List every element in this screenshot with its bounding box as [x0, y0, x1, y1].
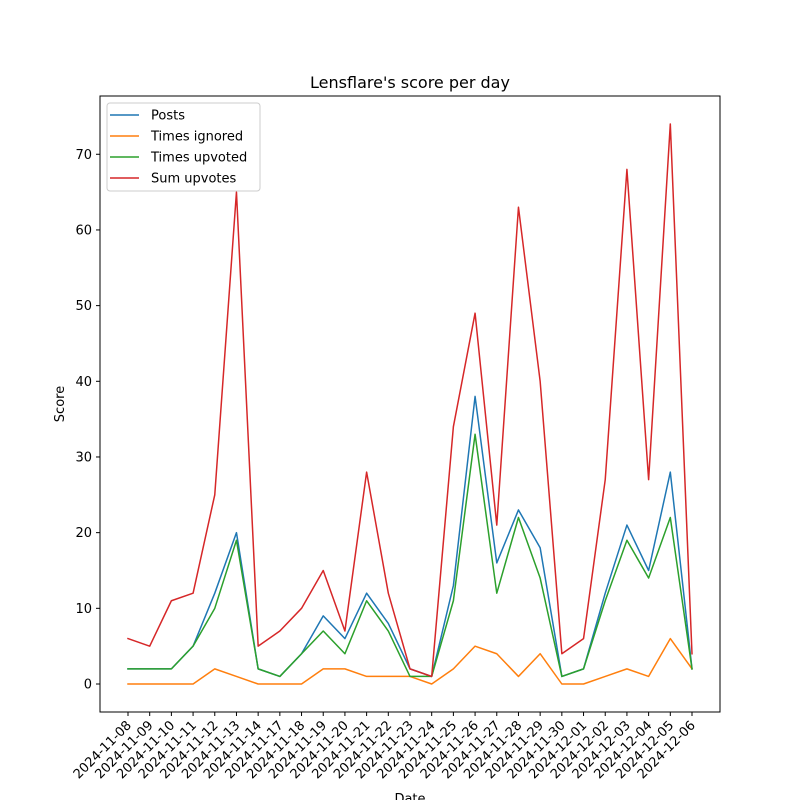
y-tick-label: 70 [75, 148, 92, 163]
y-tick-label: 50 [75, 299, 92, 314]
chart-title: Lensflare's score per day [310, 73, 510, 92]
y-tick-label: 0 [84, 678, 92, 693]
y-tick-label: 20 [75, 526, 92, 541]
x-axis-label: Date [394, 792, 425, 800]
legend-label-1: Times ignored [150, 130, 243, 145]
legend-items: Posts Times ignored Times upvoted Sum upvot… [110, 109, 247, 187]
legend-label-0: Posts [151, 109, 185, 124]
y-axis: 0 10 20 30 40 50 60 70 [75, 148, 100, 693]
y-tick-label: 40 [75, 375, 92, 390]
series-layer [127, 123, 694, 685]
legend-label-3: Sum upvotes [151, 172, 237, 187]
y-tick-label: 30 [75, 450, 92, 465]
y-tick-label: 60 [75, 223, 92, 238]
legend-label-2: Times upvoted [150, 151, 247, 166]
y-axis-label: Score [53, 386, 68, 422]
series-line-3 [127, 123, 693, 678]
legend-box [106, 102, 261, 192]
y-tick-label: 10 [75, 602, 92, 617]
x-axis: 2024-11-082024-11-092024-11-102024-11-11… [71, 712, 699, 782]
legend: Posts Times ignored Times upvoted Sum upvot… [106, 102, 261, 192]
series-line-2 [127, 433, 693, 678]
